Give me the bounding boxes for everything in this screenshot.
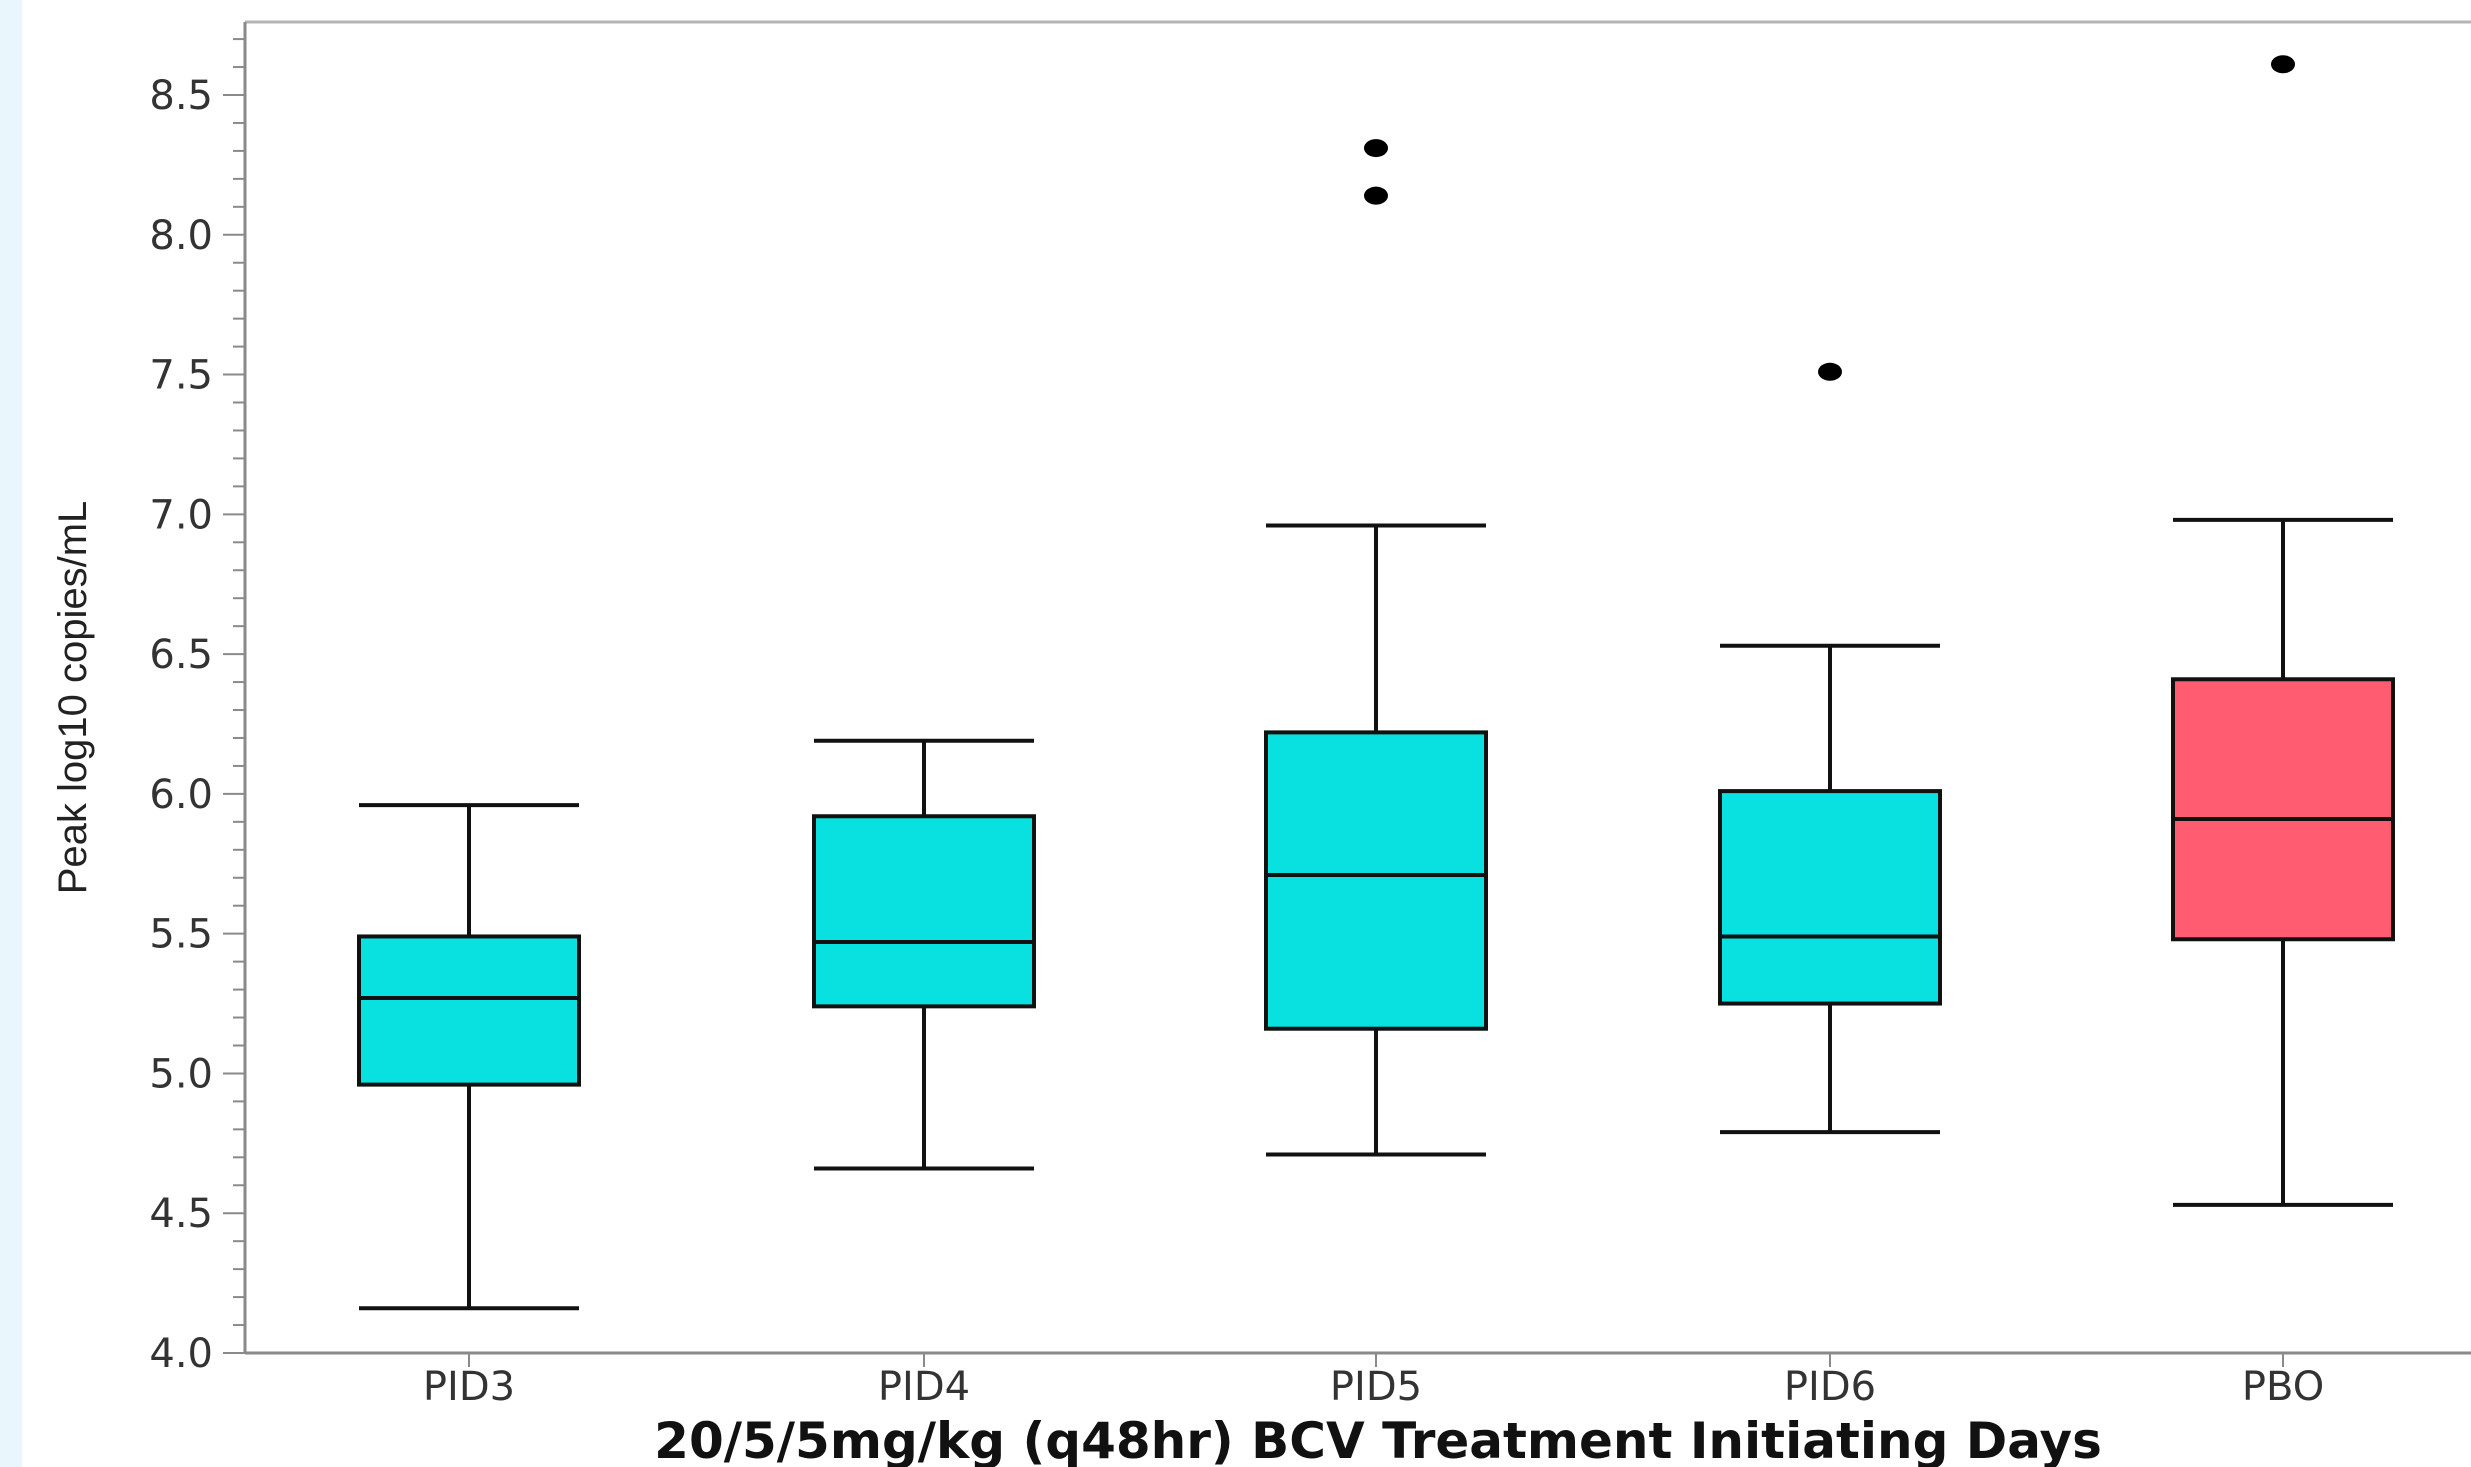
x-tick-label-pid5: PID5 [1330, 1364, 1422, 1410]
x-axis-title: 20/5/5mg/kg (q48hr) BCV Treatment Initia… [654, 1412, 2102, 1467]
box-pid5 [1264, 139, 1488, 1157]
iqr-box [812, 814, 1036, 1009]
iqr-box [2171, 677, 2395, 942]
y-tick-label: 5.0 [149, 1051, 213, 1097]
x-tick-label-pbo: PBO [2242, 1364, 2324, 1410]
outlier-point [1818, 362, 1842, 381]
x-tick-label-pid3: PID3 [423, 1364, 515, 1410]
y-tick-label: 8.5 [149, 73, 213, 119]
y-axis-title: Peak log10 copies/mL [51, 501, 95, 895]
y-tick-label: 7.0 [149, 492, 213, 538]
y-tick-label: 4.0 [149, 1331, 213, 1377]
y-tick-label: 6.5 [149, 632, 213, 678]
axes-layer: 4.0 4.5 5.0 5.5 6.0 6.5 7.0 7.5 8.0 8.5 PID3 PID4 PI… [149, 20, 2471, 1410]
iqr-box [1718, 789, 1942, 1006]
boxes-layer [357, 55, 2395, 1311]
outlier-point [1364, 186, 1388, 205]
box-pbo [2171, 55, 2395, 1207]
box-pid4 [812, 738, 1036, 1171]
x-tick-label-pid4: PID4 [878, 1364, 970, 1410]
y-tick-label: 7.5 [149, 353, 213, 399]
outlier-point [1364, 139, 1388, 158]
y-tick-label: 4.5 [149, 1191, 213, 1237]
iqr-box [1264, 730, 1488, 1031]
iqr-box [357, 934, 581, 1087]
outlier-point [2271, 55, 2295, 74]
left-background-band [0, 0, 22, 1467]
y-tick-label: 6.0 [149, 772, 213, 818]
box-pid3 [357, 803, 581, 1311]
y-tick-label: 8.0 [149, 213, 213, 259]
y-tick-label: 5.5 [149, 912, 213, 958]
labels-layer: Peak log10 copies/mL 20/5/5mg/kg (q48hr)… [51, 501, 2102, 1467]
box-pid6 [1718, 362, 1942, 1135]
x-tick-label-pid6: PID6 [1784, 1364, 1876, 1410]
